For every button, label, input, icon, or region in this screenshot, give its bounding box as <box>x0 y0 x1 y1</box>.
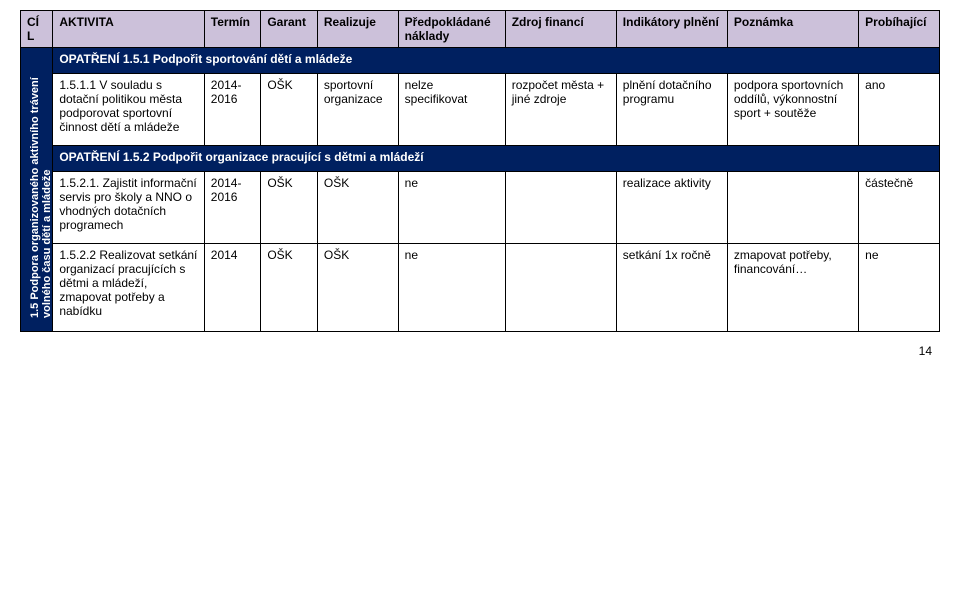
cell-zdroj <box>505 244 616 332</box>
cell-poznamka: podpora sportovních oddílů, výkonnostní … <box>727 73 858 145</box>
cell-poznamka <box>727 171 858 243</box>
cell-realizuje: OŠK <box>317 244 398 332</box>
section-1-title: OPATŘENÍ 1.5.1 Podpořit sportování dětí … <box>53 48 940 74</box>
cell-indikatory: plnění dotačního programu <box>616 73 727 145</box>
col-poznamka: Poznámka <box>727 11 858 48</box>
cell-realizuje: sportovní organizace <box>317 73 398 145</box>
cell-zdroj: rozpočet města + jiné zdroje <box>505 73 616 145</box>
col-probiha: Probíhající <box>859 11 940 48</box>
cell-garant: OŠK <box>261 73 318 145</box>
cell-naklady: nelze specifikovat <box>398 73 505 145</box>
cell-indikatory: setkání 1x ročně <box>616 244 727 332</box>
cell-naklady: ne <box>398 244 505 332</box>
cell-termin: 2014-2016 <box>204 73 261 145</box>
cell-naklady: ne <box>398 171 505 243</box>
col-aktivita: AKTIVITA <box>53 11 204 48</box>
section-1-5-2: OPATŘENÍ 1.5.2 Podpořit organizace pracu… <box>21 146 940 172</box>
cell-termin: 2014 <box>204 244 261 332</box>
cell-activity: 1.5.2.2 Realizovat setkání organizací pr… <box>53 244 204 332</box>
cell-zdroj <box>505 171 616 243</box>
section-1-5-1: 1.5 Podpora organizovaného aktivního trá… <box>21 48 940 74</box>
cell-probiha: ano <box>859 73 940 145</box>
col-indikatory: Indikátory plnění <box>616 11 727 48</box>
goal-cell: 1.5 Podpora organizovaného aktivního trá… <box>21 48 53 332</box>
col-garant: Garant <box>261 11 318 48</box>
page-number: 14 <box>919 344 932 358</box>
table-row: 1.5.2.1. Zajistit informační servis pro … <box>21 171 940 243</box>
cell-indikatory: realizace aktivity <box>616 171 727 243</box>
header-row: CÍL AKTIVITA Termín Garant Realizuje Pře… <box>21 11 940 48</box>
cell-probiha: částečně <box>859 171 940 243</box>
col-realizuje: Realizuje <box>317 11 398 48</box>
col-cil: CÍL <box>21 11 53 48</box>
cell-realizuje: OŠK <box>317 171 398 243</box>
cell-garant: OŠK <box>261 244 318 332</box>
cell-garant: OŠK <box>261 171 318 243</box>
col-naklady: Předpokládané náklady <box>398 11 505 48</box>
col-zdroj: Zdroj financí <box>505 11 616 48</box>
cell-activity: 1.5.1.1 V souladu s dotační politikou mě… <box>53 73 204 145</box>
cell-termin: 2014-2016 <box>204 171 261 243</box>
cell-activity: 1.5.2.1. Zajistit informační servis pro … <box>53 171 204 243</box>
table-row: 1.5.2.2 Realizovat setkání organizací pr… <box>21 244 940 332</box>
section-2-title: OPATŘENÍ 1.5.2 Podpořit organizace pracu… <box>53 146 940 172</box>
col-termin: Termín <box>204 11 261 48</box>
goal-label: 1.5 Podpora organizovaného aktivního trá… <box>27 52 55 324</box>
table-row: 1.5.1.1 V souladu s dotační politikou mě… <box>21 73 940 145</box>
cell-probiha: ne <box>859 244 940 332</box>
plan-table: CÍL AKTIVITA Termín Garant Realizuje Pře… <box>20 10 940 332</box>
cell-poznamka: zmapovat potřeby, financování… <box>727 244 858 332</box>
